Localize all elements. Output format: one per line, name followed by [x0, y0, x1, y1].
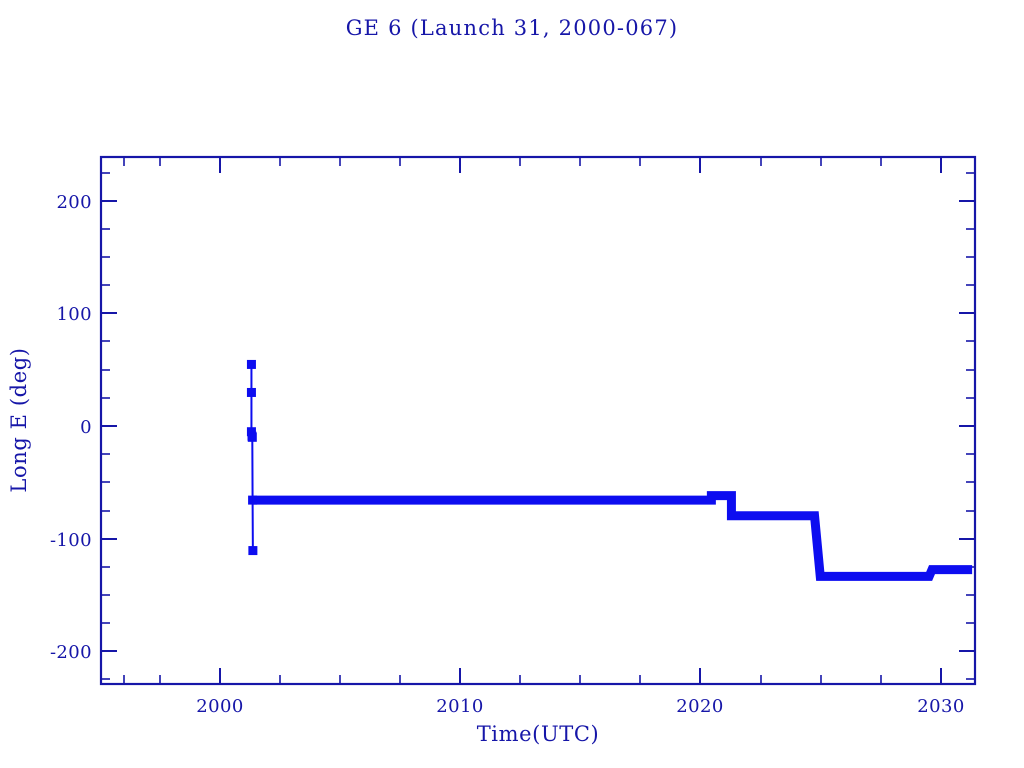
- y-tick-label-200: 200: [56, 192, 92, 213]
- x-tick-label-2000: 2000: [196, 696, 243, 717]
- x-tick-label-2030: 2030: [917, 696, 964, 717]
- plot-frame: [99, 155, 977, 686]
- x-tick-label-2020: 2020: [676, 696, 723, 717]
- series-line-1: [252, 491, 973, 581]
- y-tick-label-0: 0: [80, 417, 92, 438]
- y-axis-major-ticks: [101, 200, 975, 652]
- data-series-layer: [246, 359, 973, 581]
- x-tick-label-2010: 2010: [436, 696, 483, 717]
- data-point-marker: [247, 432, 257, 442]
- data-point-marker: [246, 387, 256, 397]
- data-point-marker: [246, 359, 256, 369]
- x-axis-minor-ticks: [123, 157, 882, 684]
- data-point-marker: [248, 546, 258, 556]
- y-tick-label-neg100: -100: [50, 530, 92, 551]
- x-axis-major-ticks: [219, 157, 942, 684]
- y-axis-minor-ticks: [101, 172, 975, 680]
- y-tick-label-100: 100: [56, 304, 92, 325]
- x-axis-label: Time(UTC): [477, 722, 600, 746]
- y-axis-label: Long E (deg): [7, 347, 31, 492]
- y-tick-label-neg200: -200: [50, 642, 92, 663]
- chart-title: GE 6 (Launch 31, 2000-067): [345, 16, 679, 40]
